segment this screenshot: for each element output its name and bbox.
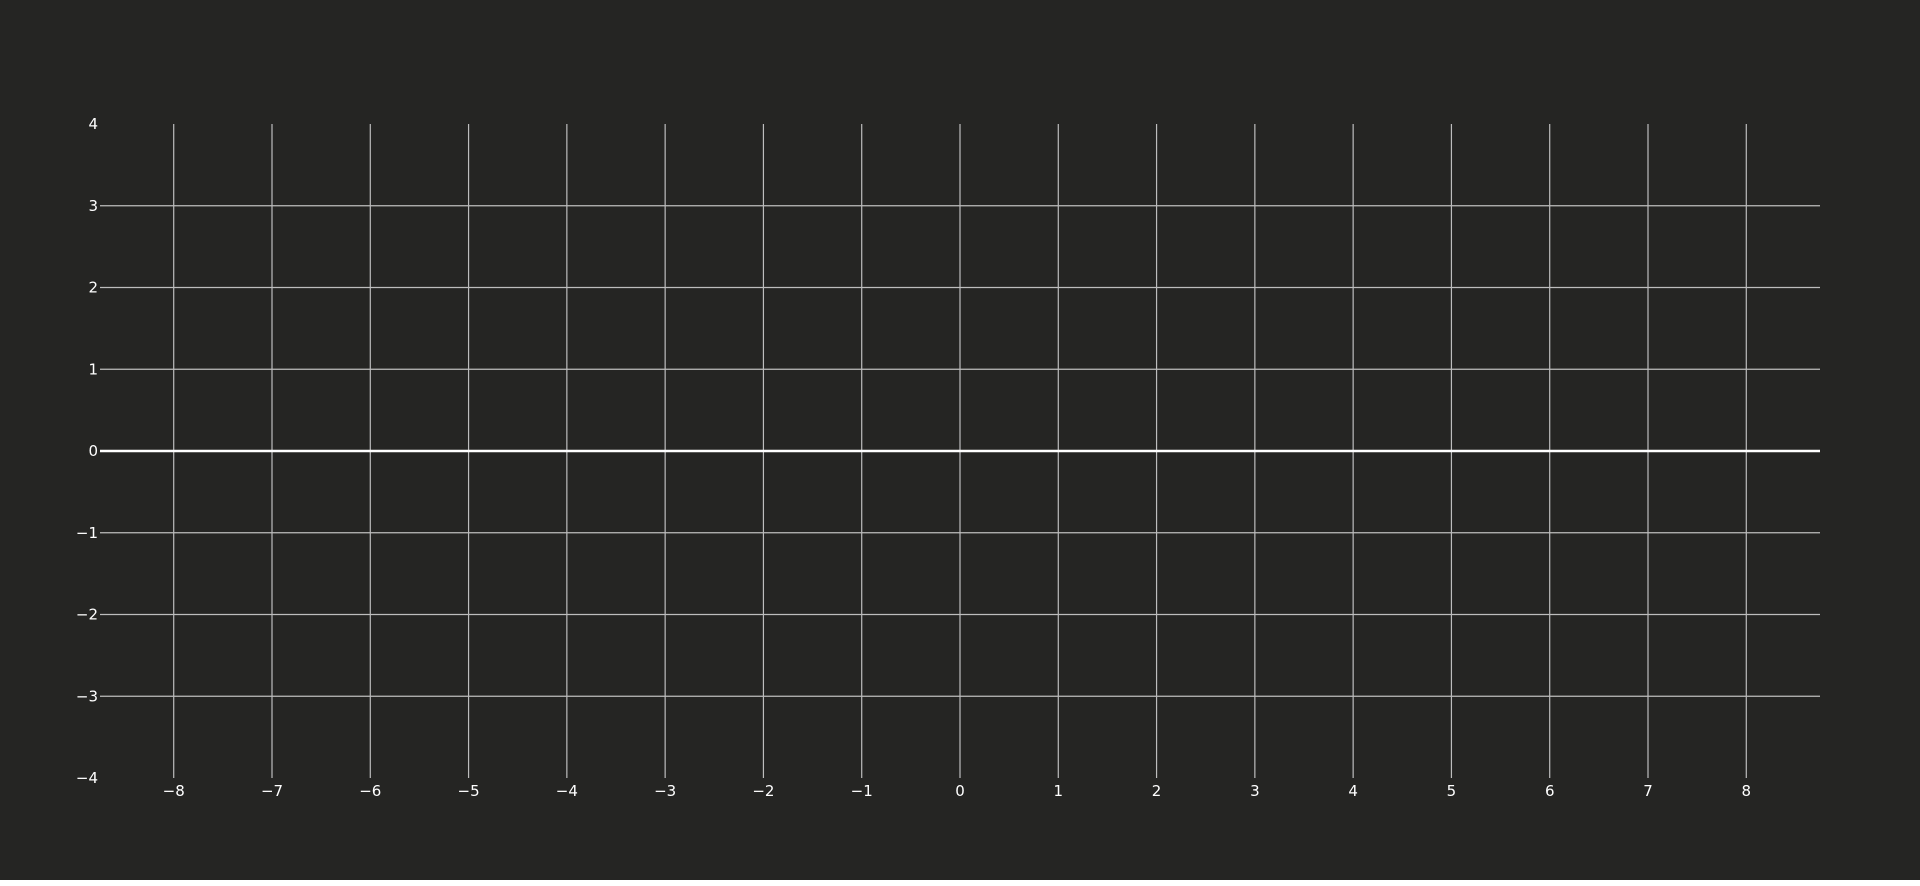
y-tick-label: 0 [88, 442, 98, 460]
tick-label-layer: −8 −7 −6 −5 −4 −3 −2 −1 0 1 2 3 4 5 6 7 8 −4 −3 −2 −1 0 1 2 3 4 [76, 115, 1751, 800]
x-tick-label: 4 [1348, 782, 1358, 800]
x-tick-label: 2 [1152, 782, 1162, 800]
x-tick-label: 0 [955, 782, 965, 800]
x-tick-label: 7 [1643, 782, 1653, 800]
y-tick-label: 2 [88, 279, 98, 297]
x-tick-label: 1 [1054, 782, 1064, 800]
x-tick-label: −7 [261, 782, 283, 800]
bottom-strip [0, 880, 1920, 886]
x-tick-label: 8 [1742, 782, 1752, 800]
x-tick-label: −6 [359, 782, 381, 800]
y-tick-label: 1 [88, 360, 98, 378]
x-tick-label: 3 [1250, 782, 1260, 800]
x-tick-label: −2 [752, 782, 774, 800]
y-tick-label: −2 [76, 606, 98, 624]
x-tick-label: 6 [1545, 782, 1555, 800]
x-tick-label: −8 [163, 782, 185, 800]
y-tick-label: −1 [76, 524, 98, 542]
y-tick-label: 4 [88, 115, 98, 133]
y-tick-label: −3 [76, 687, 98, 705]
y-tick-label: −4 [76, 769, 98, 787]
x-tick-label: −4 [556, 782, 578, 800]
x-tick-label: −5 [458, 782, 480, 800]
x-tick-label: −3 [654, 782, 676, 800]
y-tick-label: 3 [88, 197, 98, 215]
x-tick-label: −1 [851, 782, 873, 800]
x-tick-label: 5 [1447, 782, 1457, 800]
